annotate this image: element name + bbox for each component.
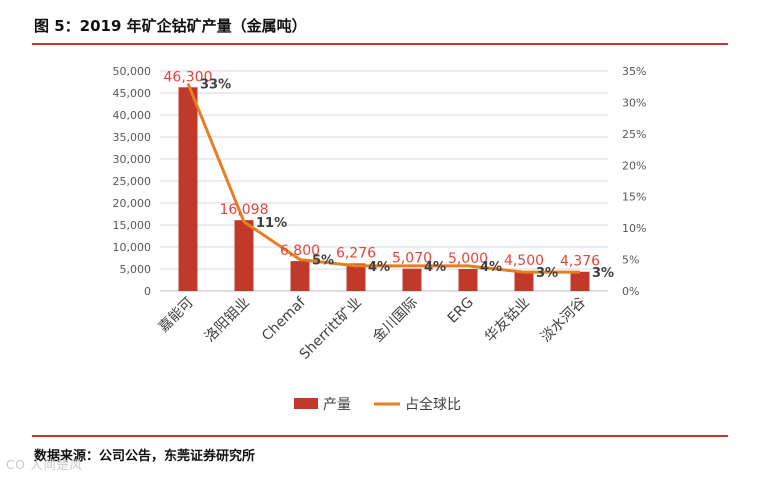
source-note: 数据来源：公司公告，东莞证券研究所 — [34, 449, 256, 464]
legend-label-line: 占全球比 — [405, 396, 461, 413]
bar — [514, 271, 534, 291]
share-value-label: 3% — [592, 266, 614, 281]
bar — [234, 220, 254, 291]
y2-tick-label: 15% — [622, 191, 646, 204]
bar-value-label: 46,300 — [164, 69, 213, 85]
y2-tick-label: 30% — [622, 96, 646, 109]
source-rule — [32, 435, 728, 437]
bar-value-label: 6,276 — [336, 245, 376, 261]
category-label: 金川国际 — [370, 295, 421, 346]
y-tick-label: 30,000 — [113, 153, 152, 166]
bar — [458, 269, 478, 291]
y-tick-label: 10,000 — [113, 241, 152, 254]
bar-value-label: 6,800 — [280, 243, 320, 259]
bar-value-label: 16,098 — [220, 202, 269, 218]
category-label: 洛阳钼业 — [202, 295, 253, 346]
bar-value-label: 4,500 — [504, 253, 544, 269]
y-tick-label: 0 — [144, 285, 151, 298]
left-axis-ticks: 0 5,000 10,000 15,000 20,000 25,000 30,000 35,0… — [113, 65, 152, 298]
legend-swatch-bar — [294, 398, 318, 409]
share-value-label: 33% — [200, 78, 231, 93]
share-value-label: 11% — [256, 216, 287, 231]
bar-value-label: 5,000 — [448, 251, 488, 267]
share-value-label: 4% — [368, 260, 390, 275]
data-labels: 46,300 16,098 6,800 6,276 5,070 5,000 4,500 4,3… — [164, 69, 615, 281]
bar — [346, 263, 366, 291]
title-rule — [32, 43, 728, 45]
bar — [570, 271, 590, 291]
bar — [290, 261, 310, 291]
y2-tick-label: 20% — [622, 159, 646, 172]
category-label: Chemaf — [259, 294, 310, 345]
bar-layer — [178, 87, 590, 291]
y2-tick-label: 5% — [622, 254, 639, 267]
legend-label-bar: 产量 — [323, 397, 351, 413]
legend: 产量 占全球比 — [294, 396, 461, 413]
bar — [402, 268, 422, 291]
category-label: 华友钴业 — [482, 295, 533, 346]
y-tick-label: 20,000 — [113, 197, 152, 210]
line-layer — [186, 83, 580, 274]
y2-tick-label: 0% — [622, 285, 639, 298]
figure-title: 图 5：2019 年矿企钴矿产量（金属吨） — [34, 17, 307, 35]
y-tick-label: 45,000 — [113, 87, 152, 100]
share-line — [186, 83, 580, 274]
y-tick-label: 5,000 — [120, 263, 152, 276]
category-label: ERG — [445, 295, 477, 327]
y-tick-label: 40,000 — [113, 109, 152, 122]
y2-tick-label: 35% — [622, 65, 646, 78]
y-tick-label: 25,000 — [113, 175, 152, 188]
y-tick-label: 15,000 — [113, 219, 152, 232]
bar-value-label: 5,070 — [392, 251, 432, 267]
watermark: CO 人间楚风 — [6, 458, 83, 472]
share-value-label: 4% — [424, 260, 446, 275]
category-label: 嘉能可 — [156, 295, 197, 336]
y-tick-label: 50,000 — [113, 65, 152, 78]
y2-tick-label: 25% — [622, 128, 646, 141]
y-tick-label: 35,000 — [113, 131, 152, 144]
share-value-label: 5% — [312, 254, 334, 269]
right-axis-ticks: 0% 5% 10% 15% 20% 25% 30% 35% — [622, 65, 646, 298]
share-value-label: 3% — [536, 266, 558, 281]
share-value-label: 4% — [480, 260, 502, 275]
bar-value-label: 4,376 — [560, 254, 600, 270]
category-label: 淡水河谷 — [538, 295, 589, 346]
y2-tick-label: 10% — [622, 222, 646, 235]
bar — [178, 87, 198, 291]
